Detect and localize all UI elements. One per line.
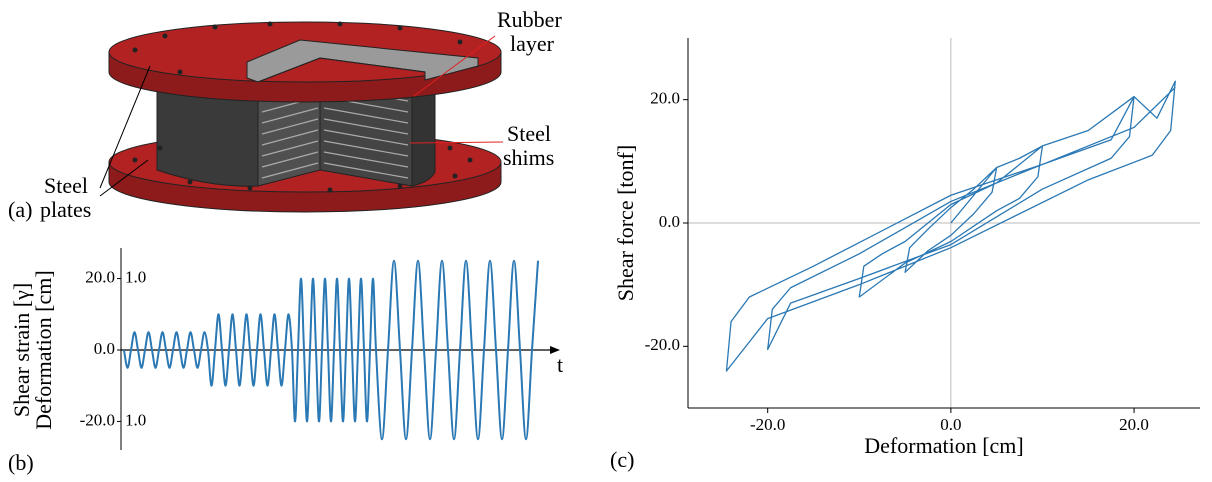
axis-arrow <box>550 346 560 354</box>
y-tick-label: -20.0 <box>80 410 115 429</box>
annotation: Rubber <box>497 7 562 32</box>
annotation: shims <box>503 145 554 170</box>
y-tick-label: -20.0 <box>645 335 680 354</box>
x-axis-label: t <box>557 352 563 377</box>
x-axis-label: Deformation [cm] <box>864 433 1023 458</box>
panel-label: (b) <box>8 450 34 475</box>
x-tick-label: -20.0 <box>750 415 785 434</box>
annotation: Steel <box>44 173 88 198</box>
panel-label: (a) <box>8 197 32 222</box>
bearing-drawing <box>99 21 504 213</box>
y2-tick-label: 1.0 <box>125 267 146 286</box>
y-tick-label: 0.0 <box>659 212 680 231</box>
y-tick-label: 20.0 <box>650 89 680 108</box>
data-line <box>123 259 539 441</box>
y2-axis-label: Shear strain [γ] <box>9 283 34 417</box>
y-axis-label: Shear force [tonf] <box>613 145 638 301</box>
y-tick-label: 0.0 <box>94 339 115 358</box>
x-tick-label: 0.0 <box>940 415 961 434</box>
y-tick-label: 20.0 <box>85 267 115 286</box>
x-tick-label: 20.0 <box>1119 415 1149 434</box>
y-axis-label: Deformation [cm] <box>31 270 56 429</box>
annotation: Steel <box>507 121 551 146</box>
annotation: layer <box>510 31 555 56</box>
annotation: plates <box>40 197 91 222</box>
data-line <box>725 80 1176 372</box>
panel-label: (c) <box>610 447 634 472</box>
y2-tick-label: 1.0 <box>125 410 146 429</box>
